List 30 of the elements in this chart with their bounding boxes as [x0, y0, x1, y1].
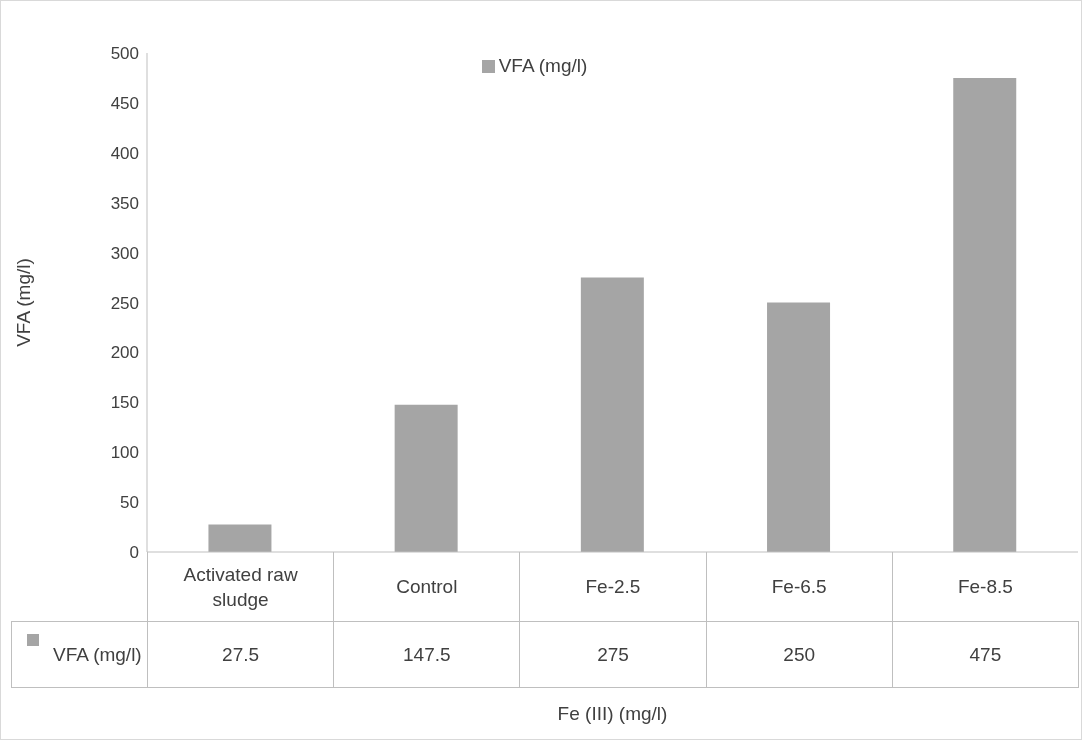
legend-label: VFA (mg/l): [498, 55, 588, 76]
y-tick-label: 100: [110, 443, 139, 463]
data-label: 275: [519, 621, 706, 688]
y-tick-label: 200: [110, 343, 139, 363]
y-tick-label: 300: [110, 243, 139, 263]
y-tick-label: 50: [120, 493, 139, 513]
bar: [953, 77, 1017, 552]
bar: [394, 404, 458, 552]
bar: [767, 302, 831, 552]
bar: [580, 277, 644, 552]
x-tick-label: Fe-8.5: [891, 552, 1078, 621]
y-tick-label: 400: [110, 143, 139, 163]
x-tick-label: Control: [333, 552, 520, 621]
y-axis-title: VFA (mg/l): [12, 258, 34, 347]
bar: [208, 524, 272, 552]
x-tick-label: Fe-6.5: [705, 552, 892, 621]
y-tick-label: 250: [110, 293, 139, 313]
x-tick-label: Fe-2.5: [519, 552, 706, 621]
y-tick-label: 500: [110, 44, 139, 64]
x-axis-title: Fe (III) (mg/l): [556, 703, 669, 725]
data-label: 27.5: [147, 621, 334, 688]
y-tick-label: 0: [129, 543, 139, 563]
data-label: 147.5: [333, 621, 520, 688]
data-label: 475: [891, 621, 1079, 688]
x-tick-label: Activated raw sludge: [147, 552, 334, 621]
y-tick-label: 450: [110, 93, 139, 113]
y-tick-label: 350: [110, 193, 139, 213]
y-tick-label: 150: [110, 393, 139, 413]
text: VFA (mg/l): [53, 644, 142, 665]
data-label: 250: [705, 621, 892, 688]
